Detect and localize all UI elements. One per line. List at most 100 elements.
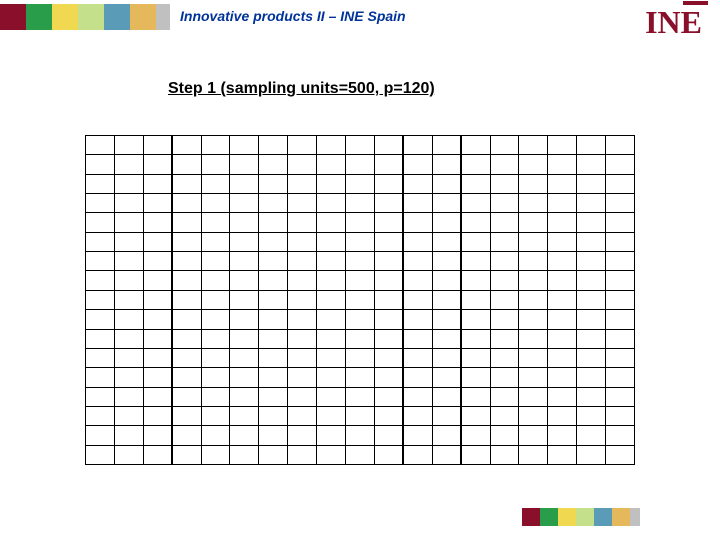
- grid-cell: [202, 233, 231, 252]
- grid-cell: [288, 407, 317, 426]
- grid-cell: [115, 446, 144, 465]
- grid-cell: [144, 446, 173, 465]
- grid-cell: [433, 291, 462, 310]
- grid-cell: [404, 446, 433, 465]
- grid-cell: [317, 407, 346, 426]
- grid-cell: [462, 155, 491, 174]
- grid-cell: [519, 407, 548, 426]
- grid-cell: [115, 426, 144, 445]
- grid-cell: [404, 349, 433, 368]
- grid-cell: [288, 291, 317, 310]
- grid-cell: [346, 252, 375, 271]
- grid-cell: [173, 252, 202, 271]
- grid-cell: [433, 271, 462, 290]
- grid-cell: [375, 426, 404, 445]
- footer-stripe: [522, 508, 540, 526]
- grid-cell: [144, 388, 173, 407]
- grid-cell: [173, 213, 202, 232]
- grid-cell: [606, 175, 635, 194]
- grid-cell: [317, 349, 346, 368]
- grid-cell: [577, 330, 606, 349]
- grid-cell: [404, 252, 433, 271]
- grid-cell: [548, 330, 577, 349]
- grid-cell: [144, 330, 173, 349]
- grid-cell: [375, 252, 404, 271]
- grid-cell: [288, 330, 317, 349]
- footer-stripe: [558, 508, 576, 526]
- grid-cell: [606, 233, 635, 252]
- grid-cell: [230, 233, 259, 252]
- logo-letter-i: I: [645, 4, 657, 40]
- grid-cell: [288, 349, 317, 368]
- grid-cell: [346, 310, 375, 329]
- grid-cell: [404, 310, 433, 329]
- grid-cell: [288, 155, 317, 174]
- grid-cell: [202, 310, 231, 329]
- grid-cell: [519, 233, 548, 252]
- grid-cell: [230, 194, 259, 213]
- grid-cell: [404, 407, 433, 426]
- header-stripe: [104, 4, 130, 30]
- grid-cell: [202, 271, 231, 290]
- grid-cell: [462, 271, 491, 290]
- grid-cell: [606, 446, 635, 465]
- grid-cell: [606, 349, 635, 368]
- grid-cell: [519, 155, 548, 174]
- grid-cell: [577, 388, 606, 407]
- grid-cell: [462, 291, 491, 310]
- grid-cell: [606, 271, 635, 290]
- grid-cell: [288, 446, 317, 465]
- grid-cell: [346, 136, 375, 155]
- grid-cell: [346, 213, 375, 232]
- grid-cell: [173, 271, 202, 290]
- grid-cell: [317, 175, 346, 194]
- grid-cell: [86, 175, 115, 194]
- grid-cell: [115, 194, 144, 213]
- grid-cell: [202, 136, 231, 155]
- grid-cell: [144, 407, 173, 426]
- grid-cell: [519, 136, 548, 155]
- grid-cell: [86, 407, 115, 426]
- grid-cell: [375, 136, 404, 155]
- grid-cell: [433, 155, 462, 174]
- grid-cell: [173, 155, 202, 174]
- grid-cell: [433, 349, 462, 368]
- grid-cell: [230, 213, 259, 232]
- grid-cell: [548, 271, 577, 290]
- grid-cell: [404, 291, 433, 310]
- grid-cell: [144, 213, 173, 232]
- grid-cell: [462, 426, 491, 445]
- grid-cell: [577, 194, 606, 213]
- grid-cell: [606, 213, 635, 232]
- grid-cell: [259, 388, 288, 407]
- grid-cell: [173, 330, 202, 349]
- grid-cell: [433, 426, 462, 445]
- grid-cell: [519, 368, 548, 387]
- grid-cell: [548, 349, 577, 368]
- grid-cell: [606, 310, 635, 329]
- grid-cell: [317, 194, 346, 213]
- header-stripe: [26, 4, 52, 30]
- grid-cell: [317, 310, 346, 329]
- grid-cell: [86, 368, 115, 387]
- grid-cell: [519, 175, 548, 194]
- grid-cell: [317, 368, 346, 387]
- grid-cell: [375, 388, 404, 407]
- grid-cell: [462, 252, 491, 271]
- grid-cell: [202, 155, 231, 174]
- footer-color-stripes: [522, 508, 640, 526]
- grid-cell: [144, 175, 173, 194]
- grid-cell: [519, 252, 548, 271]
- footer-stripe: [594, 508, 612, 526]
- grid-cell: [433, 136, 462, 155]
- grid-cell: [404, 271, 433, 290]
- grid-cell: [606, 330, 635, 349]
- grid-cell: [433, 330, 462, 349]
- grid-cell: [491, 233, 520, 252]
- grid-cell: [548, 136, 577, 155]
- grid-cell: [462, 175, 491, 194]
- grid-cell: [144, 155, 173, 174]
- grid-cell: [519, 213, 548, 232]
- grid-cell: [230, 310, 259, 329]
- grid-cell: [173, 136, 202, 155]
